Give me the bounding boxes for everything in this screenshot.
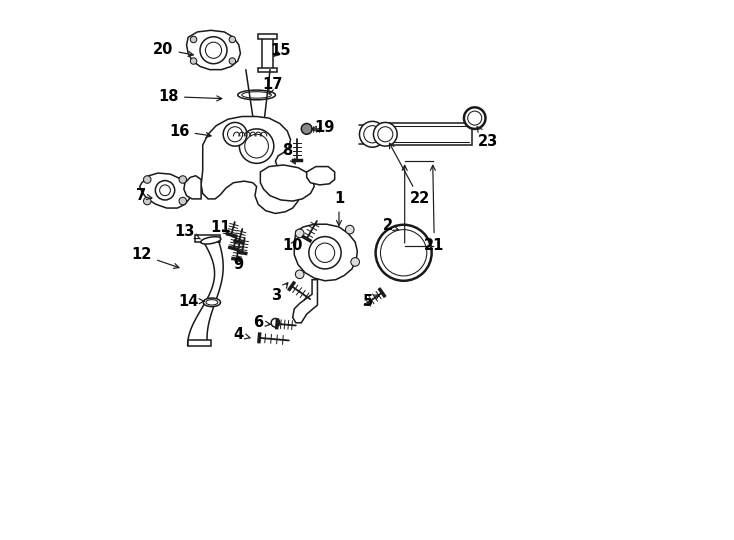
Text: 21: 21 <box>424 165 445 253</box>
Circle shape <box>179 197 186 205</box>
Polygon shape <box>293 280 317 323</box>
Circle shape <box>376 225 432 281</box>
Circle shape <box>360 122 385 147</box>
Text: 14: 14 <box>178 294 204 309</box>
Ellipse shape <box>241 92 272 98</box>
Bar <box>258 68 277 72</box>
Circle shape <box>380 230 426 276</box>
Text: 15: 15 <box>271 43 291 58</box>
Ellipse shape <box>203 298 220 307</box>
Text: 17: 17 <box>263 77 283 94</box>
Circle shape <box>374 123 397 146</box>
Text: 12: 12 <box>131 247 179 268</box>
Bar <box>258 34 277 39</box>
Text: 8: 8 <box>282 143 295 164</box>
Text: 7: 7 <box>136 188 152 203</box>
Circle shape <box>228 127 242 142</box>
Text: 20: 20 <box>153 42 193 57</box>
Text: 22: 22 <box>390 143 430 206</box>
Text: 13: 13 <box>175 224 200 239</box>
Text: 23: 23 <box>477 127 498 150</box>
Polygon shape <box>307 166 335 185</box>
Circle shape <box>143 176 151 183</box>
Circle shape <box>229 36 236 43</box>
Text: 10: 10 <box>283 238 303 253</box>
Circle shape <box>346 225 354 234</box>
Text: 5: 5 <box>363 294 379 309</box>
Text: 18: 18 <box>159 89 222 104</box>
Polygon shape <box>188 340 211 347</box>
Circle shape <box>239 129 274 164</box>
Bar <box>382 124 472 145</box>
Circle shape <box>190 36 197 43</box>
Text: 4: 4 <box>233 327 250 342</box>
Text: 16: 16 <box>170 124 211 139</box>
Text: 3: 3 <box>272 283 288 303</box>
Polygon shape <box>294 224 357 281</box>
Circle shape <box>271 319 280 327</box>
Ellipse shape <box>238 90 275 100</box>
Circle shape <box>143 197 151 205</box>
Circle shape <box>364 126 381 143</box>
Polygon shape <box>139 173 190 208</box>
Circle shape <box>295 229 304 238</box>
Circle shape <box>200 37 227 64</box>
Text: 1: 1 <box>334 191 344 226</box>
Circle shape <box>309 237 341 269</box>
Circle shape <box>223 123 247 146</box>
Circle shape <box>156 180 175 200</box>
Circle shape <box>229 58 236 64</box>
Circle shape <box>179 176 186 183</box>
Polygon shape <box>261 165 314 201</box>
Circle shape <box>190 58 197 64</box>
Polygon shape <box>195 235 220 242</box>
Circle shape <box>206 42 222 58</box>
Polygon shape <box>201 117 299 213</box>
Polygon shape <box>186 30 241 70</box>
Text: 11: 11 <box>210 220 230 235</box>
Text: 2: 2 <box>382 218 399 233</box>
Circle shape <box>378 127 393 142</box>
Circle shape <box>159 185 170 195</box>
Text: 9: 9 <box>233 257 244 272</box>
Circle shape <box>295 270 304 279</box>
Ellipse shape <box>200 237 221 244</box>
Ellipse shape <box>206 300 218 305</box>
Circle shape <box>316 243 335 262</box>
Circle shape <box>468 111 482 125</box>
Circle shape <box>301 124 312 134</box>
Polygon shape <box>184 176 201 199</box>
Text: 19: 19 <box>311 120 335 135</box>
Circle shape <box>464 107 485 129</box>
Circle shape <box>351 258 360 266</box>
Circle shape <box>244 134 269 158</box>
Text: 6: 6 <box>253 315 270 330</box>
